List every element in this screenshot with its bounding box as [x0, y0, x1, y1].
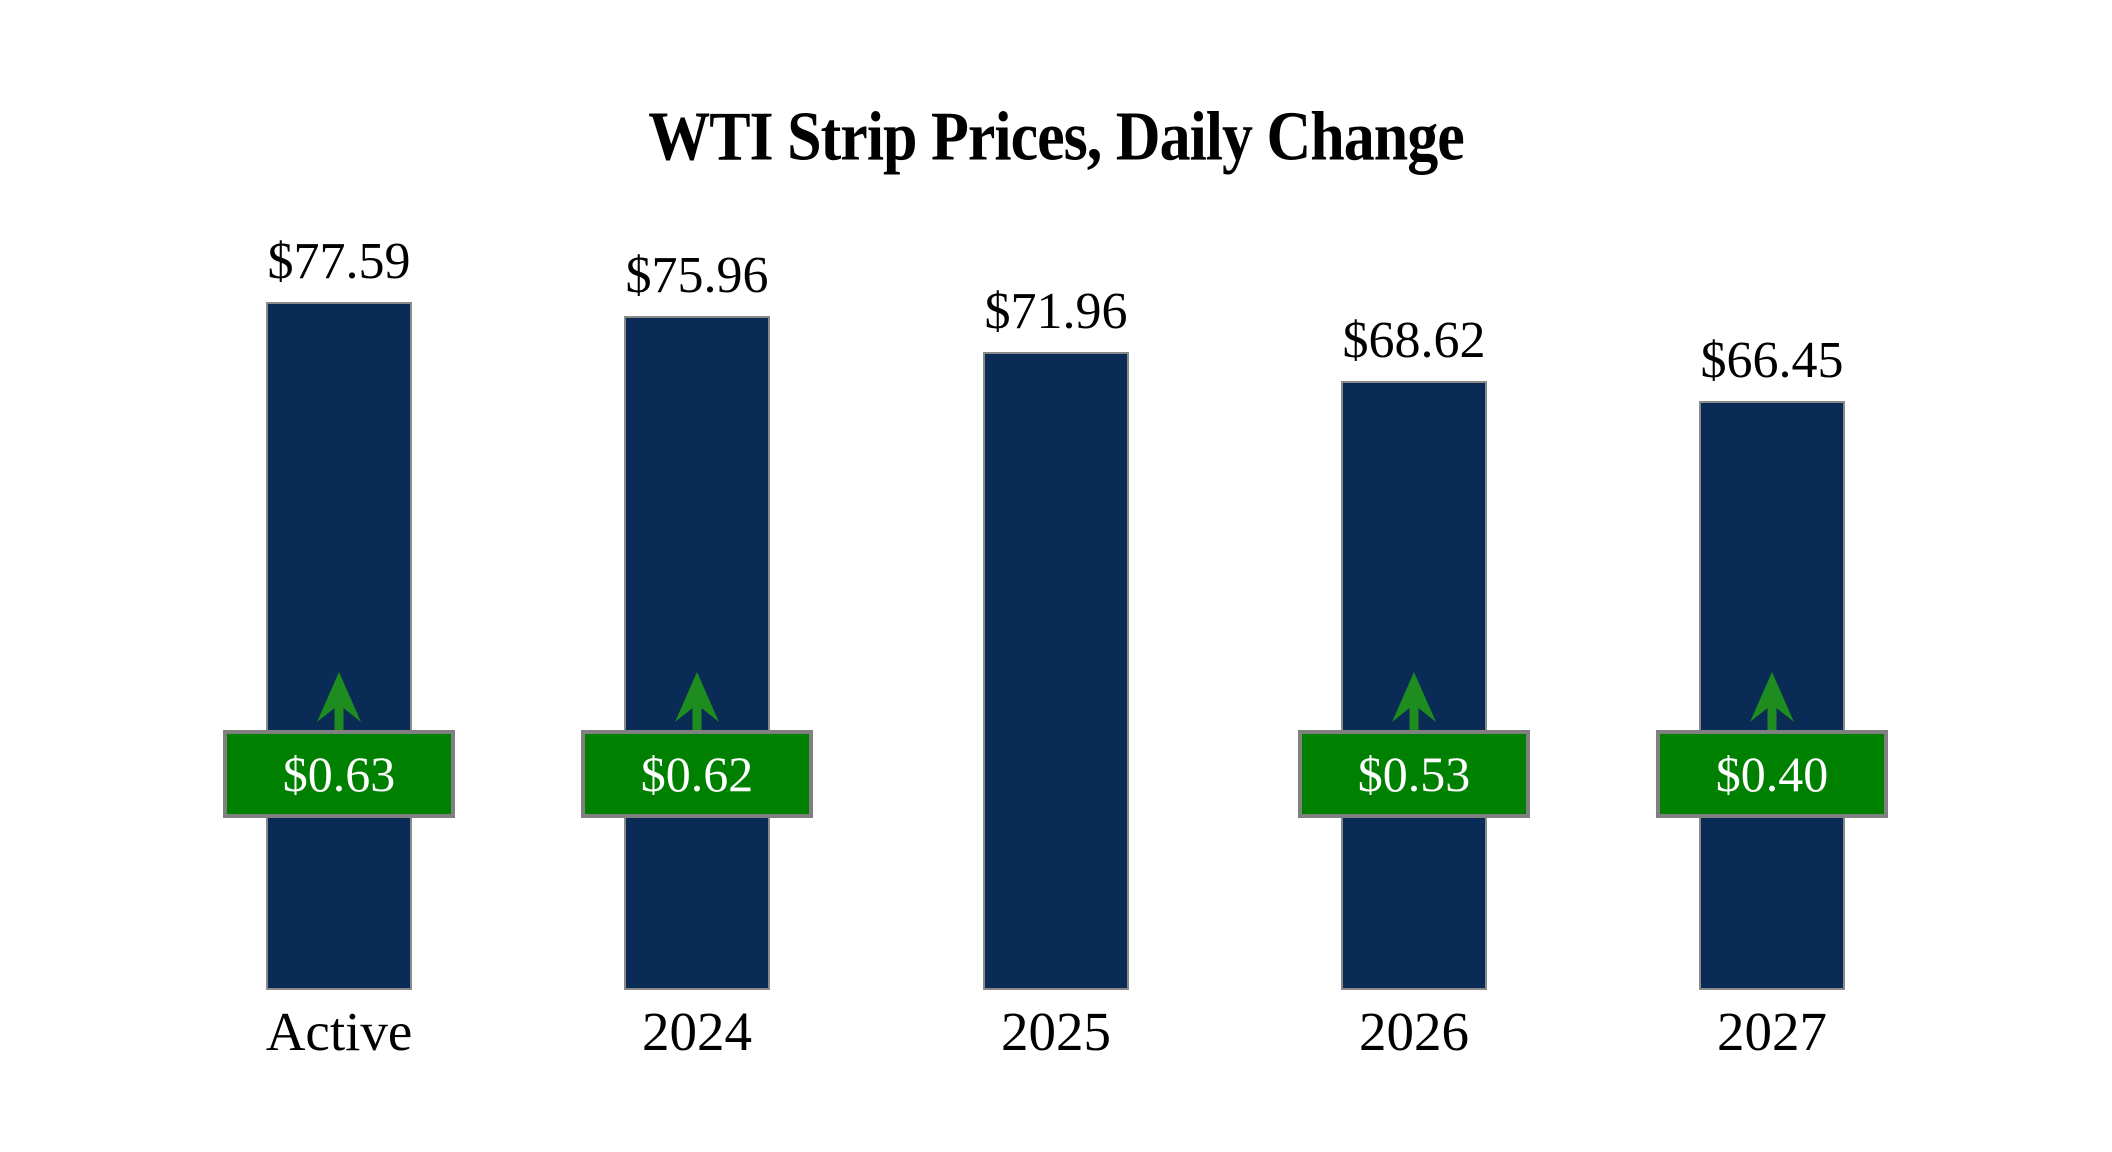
category-label: 2024 — [642, 1001, 752, 1062]
change-badge-label: $0.62 — [640, 746, 754, 802]
category-label: Active — [265, 1001, 413, 1062]
category-label: 2026 — [1359, 1001, 1469, 1062]
bar-group-2024: $75.96 $0.62 2024 — [581, 247, 813, 1062]
change-badge-label: $0.63 — [282, 746, 396, 802]
bar-value-label: $75.96 — [625, 246, 769, 304]
change-badge: $0.53 — [1298, 730, 1530, 818]
change-badge-label: $0.40 — [1715, 746, 1829, 802]
change-badge: $0.40 — [1656, 730, 1888, 818]
bar-group-2025: $71.96 2025 — [940, 283, 1172, 1062]
change-badge: $0.63 — [223, 730, 455, 818]
bar — [983, 352, 1129, 990]
bar-value-label: $66.45 — [1700, 331, 1844, 389]
category-label: 2025 — [1001, 1001, 1111, 1062]
category-label: 2027 — [1717, 1001, 1827, 1062]
bar-value-label: $77.59 — [267, 232, 411, 290]
arrow-up-icon — [1747, 672, 1797, 730]
bar-group-2027: $66.45 $0.40 2027 — [1656, 332, 1888, 1062]
bar — [624, 316, 770, 990]
change-badge: $0.62 — [581, 730, 813, 818]
bar-value-label: $68.62 — [1342, 311, 1486, 369]
bar-value-label: $71.96 — [984, 282, 1128, 340]
bar-group-active: $77.59 $0.63 Active — [223, 233, 455, 1062]
chart-title: WTI Strip Prices, Daily Change — [648, 99, 1465, 176]
bar — [266, 302, 412, 990]
arrow-up-icon — [672, 672, 722, 730]
arrow-up-icon — [1389, 672, 1439, 730]
arrow-up-icon — [314, 672, 364, 730]
change-badge-label: $0.53 — [1357, 746, 1471, 802]
bar-group-2026: $68.62 $0.53 2026 — [1298, 312, 1530, 1062]
